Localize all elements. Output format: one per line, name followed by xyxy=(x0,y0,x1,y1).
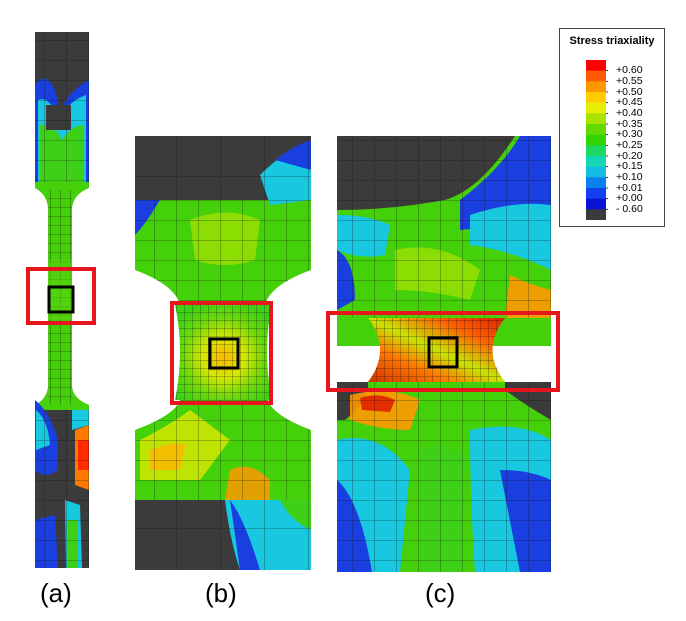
legend-label: +0.55 xyxy=(616,74,643,87)
panel-a-model xyxy=(26,32,96,568)
legend-label: +0.10 xyxy=(616,170,643,183)
legend-swatch xyxy=(586,188,606,199)
legend-swatch xyxy=(586,113,606,125)
legend-color-bar xyxy=(586,60,608,220)
legend-label: +0.50 xyxy=(616,85,643,98)
legend-label: +0.60 xyxy=(616,64,643,77)
panel-b-model xyxy=(135,136,311,570)
panel-b-label: (b) xyxy=(205,578,237,608)
legend-swatch xyxy=(586,134,606,146)
panel-c-label: (c) xyxy=(425,578,456,608)
legend-label: +0.45 xyxy=(616,96,643,109)
panel-b-element-box xyxy=(208,337,240,370)
panel-a-label: (a) xyxy=(40,578,72,608)
panel-b-highlight-box xyxy=(170,301,273,405)
legend-label: +0.25 xyxy=(616,138,643,151)
legend-label: - 0.60 xyxy=(616,202,643,215)
legend-swatch xyxy=(586,60,606,71)
legend-swatch xyxy=(586,156,606,167)
panel-a-highlight-box xyxy=(26,267,96,325)
legend-label: +0.30 xyxy=(616,128,643,141)
legend-label: +0.00 xyxy=(616,192,643,205)
legend-swatch xyxy=(586,70,606,82)
legend-title: Stress triaxiality xyxy=(569,35,655,47)
legend-swatch xyxy=(586,198,606,210)
panel-c-highlight-box xyxy=(326,311,560,392)
legend-swatch xyxy=(586,166,606,178)
legend-swatch xyxy=(586,145,606,157)
legend-label: +0.20 xyxy=(616,149,643,162)
panel-a-element-box xyxy=(47,285,75,314)
legend-swatch xyxy=(586,92,606,103)
legend-swatch xyxy=(586,81,606,93)
legend-swatch xyxy=(586,177,606,189)
legend-label: +0.35 xyxy=(616,117,643,130)
legend: Stress triaxiality +0.60 +0.55 +0.50 +0.45 +… xyxy=(559,28,665,227)
legend-swatch xyxy=(586,124,606,135)
legend-label: +0.15 xyxy=(616,160,643,173)
legend-swatch xyxy=(586,209,606,220)
panel-c-model xyxy=(326,136,560,572)
legend-label: +0.40 xyxy=(616,106,643,119)
panel-c-element-box xyxy=(427,336,459,369)
legend-swatch xyxy=(586,102,606,114)
legend-label: +0.01 xyxy=(616,181,643,194)
